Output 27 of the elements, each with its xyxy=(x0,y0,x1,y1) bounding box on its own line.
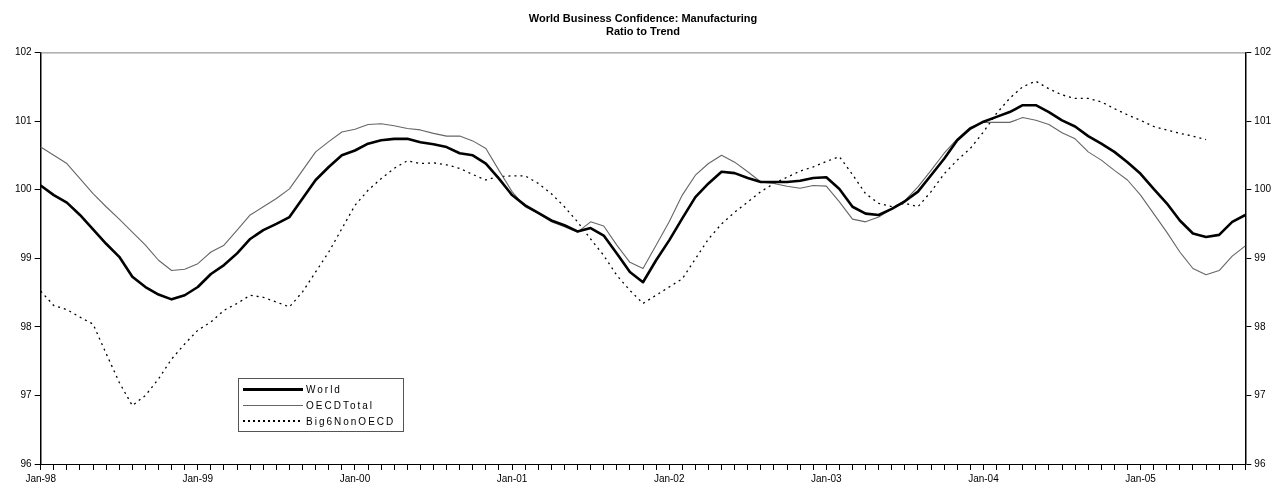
y-tick-label: 102 xyxy=(15,46,33,58)
legend-label: OECDTotal xyxy=(306,399,375,411)
x-tick-label: Jan-00 xyxy=(339,472,371,484)
y-tick-label: 99 xyxy=(20,251,33,263)
chart-title: World Business Confidence: Manufacturing xyxy=(528,11,758,24)
y-tick-label: 96 xyxy=(20,457,33,469)
x-tick-label: Jan-01 xyxy=(496,472,528,484)
x-tick-label: Jan-98 xyxy=(25,472,57,484)
y2-tick-label: 98 xyxy=(1254,320,1266,332)
y2-tick-label: 96 xyxy=(1254,457,1266,469)
x-tick-label: Jan-03 xyxy=(811,472,843,484)
y2-tick-label: 102 xyxy=(1254,46,1272,58)
y2-tick-label: 99 xyxy=(1254,251,1266,263)
x-tick-label: Jan-99 xyxy=(182,472,214,484)
y-tick-label: 98 xyxy=(20,320,33,332)
chart-subtitle: Ratio to Trend xyxy=(606,24,680,37)
legend-label: World xyxy=(306,383,342,395)
y-tick-label: 101 xyxy=(15,114,33,126)
x-tick-label: Jan-05 xyxy=(1125,472,1157,484)
y2-tick-label: 101 xyxy=(1254,114,1272,126)
y-tick-label: 97 xyxy=(20,389,33,401)
legend-label: Big6NonOECD xyxy=(306,415,396,427)
x-tick-label: Jan-02 xyxy=(653,472,685,484)
y2-tick-label: 100 xyxy=(1254,183,1272,195)
y2-tick-label: 97 xyxy=(1254,389,1266,401)
y-tick-label: 100 xyxy=(15,183,33,195)
x-tick-label: Jan-04 xyxy=(968,472,1000,484)
